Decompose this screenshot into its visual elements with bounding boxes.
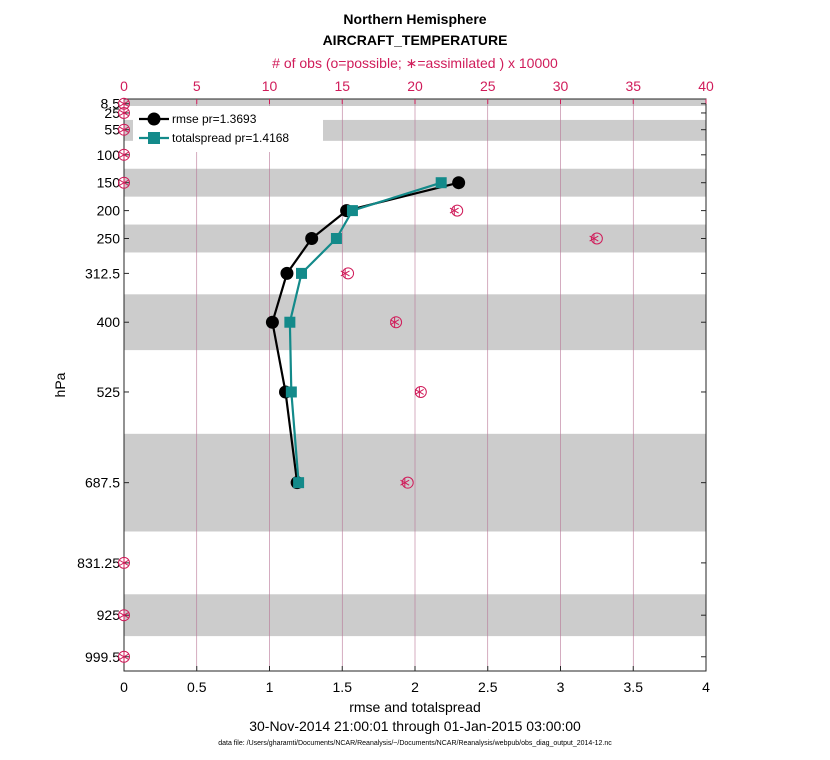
obs-possible-marker — [118, 176, 130, 189]
obs-possible-marker — [118, 148, 130, 161]
obs-possible-marker — [118, 556, 130, 569]
y-tick-label: 100 — [97, 147, 121, 163]
top-tick-label: 25 — [480, 78, 496, 94]
y-tick-label: 25 — [104, 105, 120, 121]
obs-assimilated-marker — [119, 557, 129, 568]
totalspread-point — [346, 205, 358, 217]
top-axis-ticks: 0 5 10 15 20 25 30 35 40 — [120, 78, 714, 104]
legend-rmse-label: rmse pr=1.3693 — [172, 112, 257, 126]
y-tick-label: 312.5 — [85, 265, 120, 281]
obs-possible-marker — [118, 123, 130, 136]
x-tick-label: 4 — [702, 679, 710, 695]
obs-assimilated-marker — [589, 233, 599, 244]
y-tick-label: 525 — [97, 384, 121, 400]
obs-count-markers — [118, 97, 603, 663]
top-tick-label: 30 — [553, 78, 569, 94]
y-tick-label: 55 — [104, 122, 120, 138]
legend-rmse-marker — [147, 112, 161, 126]
top-axis-label: # of obs (o=possible; ∗=assimilated ) x … — [272, 55, 558, 71]
y-tick-label: 400 — [97, 314, 121, 330]
obs-possible-marker — [414, 385, 427, 398]
x-tick-label: 2 — [411, 679, 419, 695]
obs-assimilated-marker — [414, 386, 424, 397]
y-tick-label: 925 — [97, 607, 121, 623]
top-tick-label: 40 — [698, 78, 714, 94]
rmse-point — [305, 232, 319, 246]
obs-assimilated-marker — [400, 477, 410, 488]
totalspread-point — [330, 233, 342, 245]
legend-box — [133, 106, 323, 152]
legend: rmse pr=1.3693 totalspread pr=1.4168 — [133, 106, 323, 152]
legend-spread-label: totalspread pr=1.4168 — [172, 131, 289, 145]
x-tick-label: 3 — [557, 679, 565, 695]
obs-assimilated-marker — [390, 317, 400, 328]
x-axis-label: rmse and totalspread — [349, 699, 481, 715]
totalspread-point — [284, 316, 296, 328]
chart-title: Northern Hemisphere — [343, 11, 486, 27]
x-tick-label: 0.5 — [187, 679, 207, 695]
obs-assimilated-marker — [119, 610, 129, 621]
totalspread-point — [296, 267, 308, 279]
top-tick-label: 15 — [334, 78, 350, 94]
obs-possible-marker — [390, 316, 403, 329]
obs-assimilated-marker — [340, 268, 350, 279]
obs-assimilated-marker — [119, 149, 129, 160]
y-tick-label: 999.5 — [85, 649, 120, 665]
obs-assimilated-marker — [119, 651, 129, 662]
y-tick-label: 831.25 — [77, 555, 120, 571]
y-tick-label: 8.5 — [101, 96, 121, 112]
data-file-footnote: data file: /Users/gharamti/Documents/NCA… — [218, 740, 612, 747]
x-tick-label: 1 — [266, 679, 274, 695]
top-tick-label: 20 — [407, 78, 423, 94]
obs-possible-marker — [118, 650, 130, 663]
top-tick-label: 0 — [120, 78, 128, 94]
rmse-point — [280, 266, 294, 280]
series-lines — [265, 176, 466, 490]
y-axis-label: hPa — [52, 372, 68, 397]
totalspread-point — [435, 177, 447, 189]
totalspread-point — [285, 386, 297, 398]
obs-assimilated-marker — [119, 124, 129, 135]
x-tick-label: 3.5 — [624, 679, 644, 695]
top-tick-label: 5 — [193, 78, 201, 94]
obs-assimilated-marker — [119, 107, 129, 118]
x-tick-label: 2.5 — [478, 679, 498, 695]
y-tick-label: 250 — [97, 231, 121, 247]
obs-assimilated-marker — [449, 205, 459, 216]
rmse-point — [452, 176, 466, 190]
rmse-point — [265, 315, 279, 329]
x-tick-label: 1.5 — [333, 679, 353, 695]
x-tick-label: 0 — [120, 679, 128, 695]
obs-possible-marker — [342, 267, 355, 280]
top-tick-label: 35 — [625, 78, 641, 94]
obs-assimilated-marker — [119, 98, 129, 109]
y-tick-label: 200 — [97, 203, 121, 219]
bottom-axis-ticks: 0 0.5 1 1.5 2 2.5 3 3.5 4 — [120, 666, 710, 695]
obs-possible-marker — [118, 609, 130, 622]
totalspread-point — [293, 477, 305, 489]
y-tick-label: 150 — [97, 175, 121, 191]
obs-possible-marker — [590, 232, 603, 245]
obs-possible-marker — [401, 476, 414, 489]
legend-spread-marker — [148, 132, 160, 144]
chart-subtitle: AIRCRAFT_TEMPERATURE — [323, 32, 508, 48]
y-tick-label: 687.5 — [85, 475, 120, 491]
top-tick-label: 10 — [262, 78, 278, 94]
obs-assimilated-marker — [119, 177, 129, 188]
obs-possible-marker — [451, 204, 464, 217]
date-range: 30-Nov-2014 21:00:01 through 01-Jan-2015… — [249, 718, 581, 734]
